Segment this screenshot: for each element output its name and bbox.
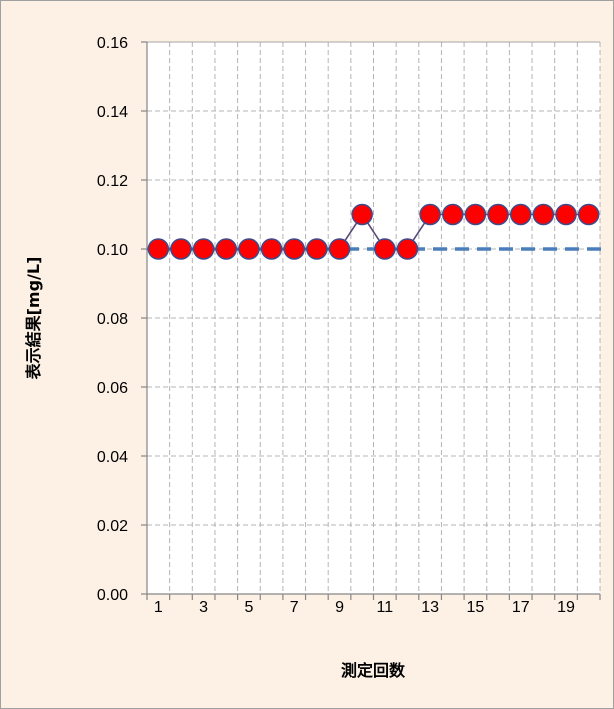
data-point <box>509 203 532 226</box>
data-point <box>260 238 283 260</box>
tick-labels: 0.000.020.040.060.080.100.120.140.161 3 5 7… <box>97 35 575 616</box>
data-point <box>464 203 487 226</box>
x-tick-label: 7 <box>290 599 299 616</box>
series-layer <box>147 203 600 260</box>
data-point <box>532 203 555 226</box>
y-tick-label: 0.04 <box>97 449 128 466</box>
data-point <box>306 238 328 260</box>
y-tick-label: 0.16 <box>97 35 128 52</box>
data-point <box>283 238 305 260</box>
y-tick-label: 0.06 <box>97 380 128 397</box>
axes <box>141 41 601 600</box>
data-point <box>396 238 419 260</box>
x-tick-label: 5 <box>244 599 253 616</box>
y-tick-label: 0.10 <box>97 242 128 259</box>
data-point <box>328 238 351 260</box>
data-point <box>170 238 192 260</box>
x-tick-label: 3 <box>199 599 208 616</box>
data-point <box>351 203 373 226</box>
data-point <box>238 238 260 260</box>
y-tick-label: 0.02 <box>97 518 128 535</box>
y-tick-label: 0.08 <box>97 311 128 328</box>
x-tick-label: 19 <box>557 599 575 616</box>
x-tick-label: 17 <box>512 599 530 616</box>
y-tick-label: 0.00 <box>97 587 128 604</box>
data-point <box>147 238 170 260</box>
data-point <box>555 203 577 226</box>
x-tick-label: 13 <box>421 599 439 616</box>
y-axis-title: 表示結果[mg/L] <box>24 257 43 381</box>
data-point <box>487 203 509 226</box>
y-tick-label: 0.14 <box>97 104 128 121</box>
data-point <box>374 238 396 260</box>
x-tick-label: 9 <box>335 599 344 616</box>
data-point <box>577 203 600 226</box>
x-tick-label: 11 <box>377 599 394 616</box>
x-tick-label: 1 <box>154 599 163 616</box>
gridlines <box>147 41 601 594</box>
data-point <box>192 238 215 260</box>
data-point <box>442 203 464 226</box>
x-tick-label: 15 <box>467 599 485 616</box>
data-point <box>419 203 441 226</box>
x-axis-title: 測定回数 <box>341 661 406 680</box>
y-tick-label: 0.12 <box>97 173 128 190</box>
data-point <box>215 238 238 260</box>
